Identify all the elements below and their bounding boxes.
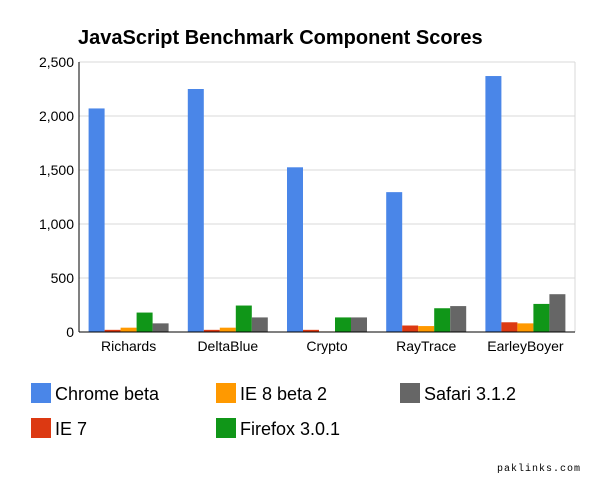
bar: [351, 317, 367, 332]
legend-swatch: [400, 383, 420, 403]
x-tick-label: DeltaBlue: [197, 338, 258, 354]
legend-swatch: [31, 418, 51, 438]
bar: [287, 167, 303, 332]
bar: [517, 323, 534, 332]
legend-swatch: [216, 418, 236, 438]
legend-label: Safari 3.1.2: [424, 384, 516, 404]
bar: [303, 329, 319, 332]
watermark-text: paklinks.com: [497, 463, 581, 475]
y-tick-label: 2,500: [39, 54, 74, 70]
axes: 0 500 1,000 1,500 2,000 2,500 Richards DeltaBlu…: [39, 54, 575, 354]
bar: [120, 327, 137, 332]
x-tick-label: Crypto: [306, 338, 347, 354]
bar: [152, 323, 169, 332]
bar: [251, 317, 268, 332]
y-tick-label: 0: [66, 324, 74, 340]
bar: [104, 329, 121, 332]
bar: [219, 327, 236, 332]
y-tick-label: 1,000: [39, 216, 74, 232]
bar: [434, 308, 451, 332]
y-tick-label: 500: [51, 270, 75, 286]
chart-title: JavaScript Benchmark Component Scores: [78, 27, 483, 49]
bar: [235, 305, 252, 332]
y-tick-label: 1,500: [39, 162, 74, 178]
x-tick-label: Richards: [101, 338, 156, 354]
x-tick-label: RayTrace: [396, 338, 456, 354]
bar: [136, 312, 153, 332]
bars: [88, 76, 566, 332]
legend: Chrome beta IE 7 IE 8 beta 2 Firefox 3.0.1 S…: [31, 383, 516, 439]
bar: [88, 108, 105, 332]
bar: [450, 306, 467, 332]
x-tick-label: EarleyBoyer: [487, 338, 564, 354]
bar: [418, 326, 435, 332]
legend-label: Chrome beta: [55, 384, 160, 404]
bar: [549, 294, 566, 332]
bar: [386, 192, 403, 332]
legend-label: Firefox 3.0.1: [240, 419, 340, 439]
bar: [402, 325, 419, 332]
legend-swatch: [216, 383, 236, 403]
legend-label: IE 8 beta 2: [240, 384, 327, 404]
bar: [335, 317, 351, 332]
legend-label: IE 7: [55, 419, 87, 439]
legend-swatch: [31, 383, 51, 403]
bar: [533, 303, 550, 332]
bar: [501, 322, 518, 332]
bar: [485, 76, 502, 332]
bar: [187, 89, 204, 332]
y-tick-label: 2,000: [39, 108, 74, 124]
bar: [203, 329, 220, 332]
